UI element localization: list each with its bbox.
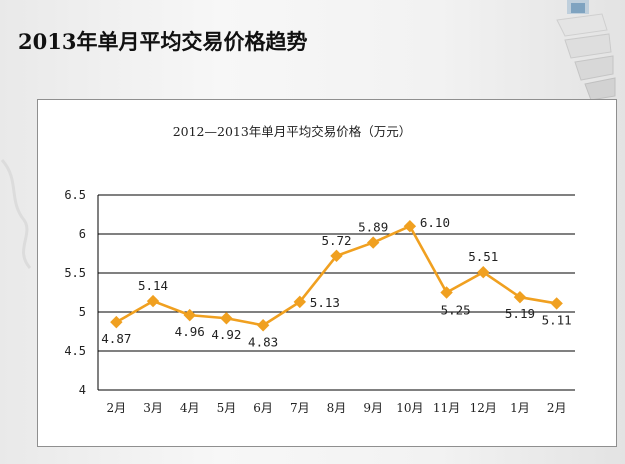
- data-label: 5.51: [468, 249, 498, 264]
- data-label: 5.89: [358, 220, 388, 235]
- data-label: 5.25: [441, 303, 471, 318]
- data-point-marker: [256, 319, 270, 332]
- y-tick-label: 4.5: [64, 344, 86, 358]
- x-tick-label: 4月: [180, 401, 200, 415]
- slide-title: 2013年单月平均交易价格趋势: [18, 29, 308, 54]
- data-point-marker: [550, 297, 563, 310]
- data-point-marker: [440, 286, 453, 299]
- data-point-marker: [110, 315, 123, 329]
- y-tick-label: 5.5: [64, 266, 86, 280]
- data-point-marker: [220, 312, 233, 325]
- data-point-marker: [366, 236, 380, 249]
- data-point-marker: [477, 266, 490, 279]
- data-label: 5.14: [138, 278, 168, 293]
- x-tick-label: 6月: [253, 401, 273, 415]
- x-tick-label: 10月: [396, 401, 423, 415]
- data-label: 5.11: [542, 312, 572, 327]
- data-point-marker: [293, 295, 307, 309]
- y-tick-label: 6.5: [64, 188, 86, 202]
- data-label: 5.19: [505, 306, 535, 321]
- chart-frame: 2012—2013年单月平均交易价格（万元） 4 4.5 5 5.5 6 6.5 2月 3月 4…: [37, 99, 617, 447]
- x-tick-label: 2月: [547, 401, 567, 415]
- swirl-decoration-icon: [0, 158, 32, 269]
- y-tick-label: 6: [79, 227, 86, 241]
- data-label: 4.83: [248, 334, 278, 349]
- data-point-marker: [183, 308, 196, 322]
- y-tick-label: 4: [79, 383, 86, 397]
- data-label: 4.92: [211, 327, 241, 342]
- x-tick-label: 11月: [433, 401, 460, 415]
- data-label: 5.13: [310, 295, 340, 310]
- line-chart: 2012—2013年单月平均交易价格（万元） 4 4.5 5 5.5 6 6.5 2月 3月 4…: [64, 124, 575, 415]
- data-point-marker: [146, 294, 160, 308]
- data-point-marker: [513, 290, 527, 304]
- x-tick-label: 3月: [143, 401, 163, 415]
- x-tick-label: 5月: [217, 401, 237, 415]
- x-tick-label: 8月: [327, 401, 347, 415]
- data-label: 5.72: [321, 233, 351, 248]
- x-tick-label: 9月: [363, 401, 383, 415]
- chart-title: 2012—2013年单月平均交易价格（万元）: [173, 124, 412, 139]
- data-point-marker: [403, 219, 417, 233]
- data-label: 4.87: [101, 331, 131, 346]
- data-point-marker: [330, 249, 343, 263]
- data-label: 6.10: [420, 215, 450, 230]
- y-tick-label: 5: [79, 305, 86, 319]
- staircase-decoration-icon: [556, 0, 616, 100]
- data-label: 4.96: [175, 324, 205, 339]
- x-tick-label: 12月: [470, 401, 497, 415]
- x-tick-label: 1月: [510, 401, 530, 415]
- x-tick-label: 7月: [290, 401, 310, 415]
- x-tick-label: 2月: [107, 401, 127, 415]
